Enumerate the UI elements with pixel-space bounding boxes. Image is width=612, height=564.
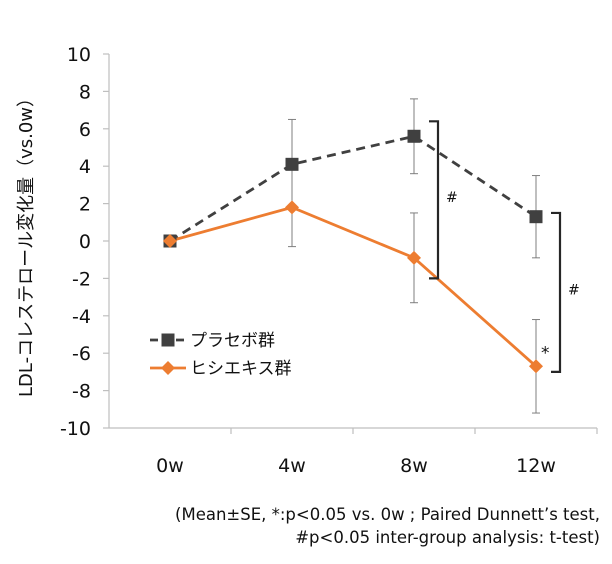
- y-tick-label: 6: [79, 119, 91, 141]
- significance-bracket: [551, 211, 562, 373]
- data-point: [407, 129, 421, 143]
- footnote-line-1: (Mean±SE, *:p<0.05 vs. 0w ; Paired Dunne…: [175, 505, 600, 524]
- series-line: [169, 205, 537, 368]
- y-tick-label: -4: [72, 306, 91, 328]
- x-tick-label: 4w: [278, 455, 306, 477]
- legend-marker: [161, 361, 175, 375]
- line-chart: 10 8 6 4 2 0 -2 -4 -6 -8 -10 0w 4w 8w 12w # # * プラセボ群ヒシエ…: [16, 44, 598, 477]
- y-tick-label: 0: [79, 231, 91, 253]
- significance-label: #: [568, 282, 580, 298]
- footnote-line-2: #p<0.05 inter-group analysis: t-test): [295, 528, 600, 547]
- x-tick-label: 8w: [400, 455, 428, 477]
- significance-bracket: [429, 120, 440, 280]
- legend-label: ヒシエキス群: [190, 359, 292, 379]
- y-tick-label: 2: [79, 194, 91, 216]
- significance-label: #: [446, 190, 458, 206]
- data-point: [529, 210, 543, 224]
- y-tick-label: 4: [79, 156, 91, 178]
- y-tick-label: -2: [72, 268, 91, 290]
- data-point: [407, 250, 421, 265]
- legend-label: プラセボ群: [190, 331, 275, 351]
- y-tick-label: 8: [79, 81, 91, 103]
- data-point: [285, 200, 299, 215]
- y-tick-label: -8: [72, 381, 91, 403]
- data-point: [285, 157, 299, 171]
- x-tick-label: 12w: [516, 455, 556, 477]
- y-tick-label: 10: [67, 44, 91, 66]
- significance-label: *: [541, 343, 550, 363]
- legend-marker: [161, 333, 175, 347]
- y-axis-label: LDL-コレステロール変化量（vs.0w）: [16, 89, 37, 397]
- y-tick-label: -10: [60, 418, 91, 440]
- data-point: [529, 359, 543, 374]
- x-tick-label: 0w: [156, 455, 184, 477]
- y-tick-label: -6: [72, 343, 91, 365]
- data-point: [163, 234, 177, 248]
